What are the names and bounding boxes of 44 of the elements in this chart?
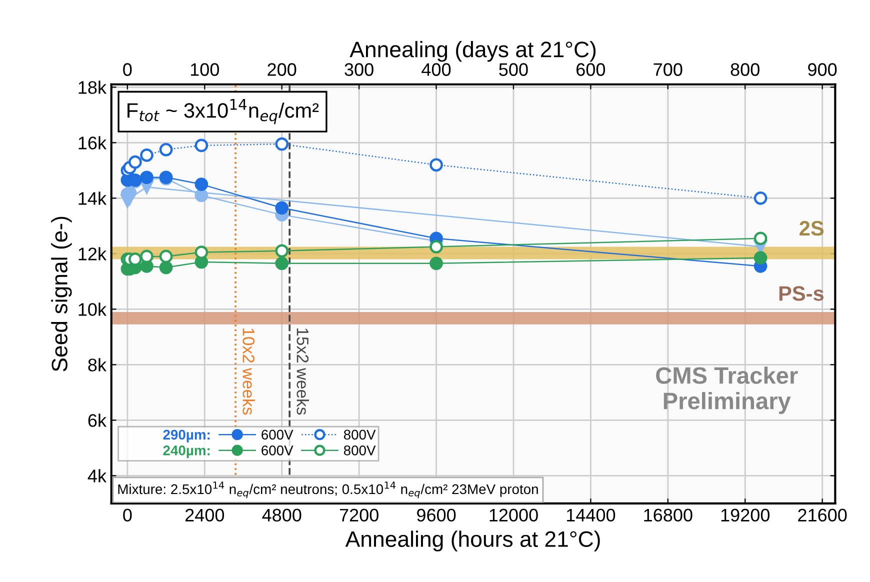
x-axis-title: Annealing (hours at 21°C) bbox=[345, 530, 600, 552]
y-tick-label: 6k bbox=[88, 414, 107, 427]
x2-tick-label: 300 bbox=[344, 63, 374, 76]
x2-tick-label: 700 bbox=[654, 63, 682, 76]
x2-tick-label: 900 bbox=[808, 63, 837, 76]
x-tick-label: 4800 bbox=[262, 508, 302, 522]
x-tick-label: 21600 bbox=[798, 508, 847, 522]
x2-tick-label: 100 bbox=[190, 63, 219, 76]
ref-line-label: 10x2 weeks bbox=[242, 328, 255, 415]
legend-label: 800V bbox=[344, 430, 376, 440]
y-tick-label: 8k bbox=[88, 358, 107, 372]
x-tick-label: 16800 bbox=[644, 508, 692, 522]
y-tick-label: 12k bbox=[78, 247, 107, 260]
x2-tick-label: 400 bbox=[422, 63, 451, 76]
annotation: CMS Tracker Preliminary bbox=[656, 366, 798, 414]
annotation: 240µm: bbox=[163, 446, 210, 458]
x2-tick-label: 200 bbox=[268, 63, 296, 76]
x-tick-label: 7200 bbox=[340, 508, 378, 522]
x-tick-label: 2400 bbox=[185, 508, 224, 522]
y-axis-title: Seed signal (e-) bbox=[51, 216, 72, 372]
y-tick-label: 18k bbox=[78, 80, 107, 94]
band-label: 2S bbox=[800, 220, 824, 236]
text: Mixture: 2.5x10$^{14}$ n$_{eq}$/cm² neutrons; 0.5x10$^{14}$ n$_{eq}$/cm² 23MeV proton bbox=[118, 482, 538, 498]
x2-tick-label: 500 bbox=[499, 63, 528, 76]
x-tick-label: 19200 bbox=[721, 508, 770, 522]
x2-axis-title: Annealing (days at 21°C) bbox=[350, 41, 596, 62]
y-tick-label: 4k bbox=[88, 469, 107, 482]
x-tick-label: 9600 bbox=[417, 508, 456, 522]
x2-tick-label: 800 bbox=[730, 63, 760, 76]
legend-label: 600V bbox=[262, 430, 294, 440]
annotation: 290µm: bbox=[163, 430, 210, 442]
legend-label: 800V bbox=[344, 445, 376, 456]
y-tick-label: 16k bbox=[78, 136, 107, 150]
x2-tick-label: 0 bbox=[123, 63, 132, 76]
legend-label: 600V bbox=[262, 445, 294, 456]
x-tick-label: 12000 bbox=[490, 508, 538, 522]
band-label: PS-s bbox=[779, 286, 824, 301]
y-tick-label: 10k bbox=[78, 302, 107, 316]
x-tick-label: 14400 bbox=[566, 508, 616, 522]
ref-line-label: 15x2 weeks bbox=[296, 328, 309, 415]
x-tick-label: 0 bbox=[123, 508, 132, 522]
y-tick-label: 14k bbox=[78, 192, 107, 205]
x2-tick-label: 600 bbox=[576, 63, 606, 76]
annotation: F$_{tot}$ ~ 3x10$^{14}$n$_{eq}$/cm² bbox=[128, 99, 319, 124]
